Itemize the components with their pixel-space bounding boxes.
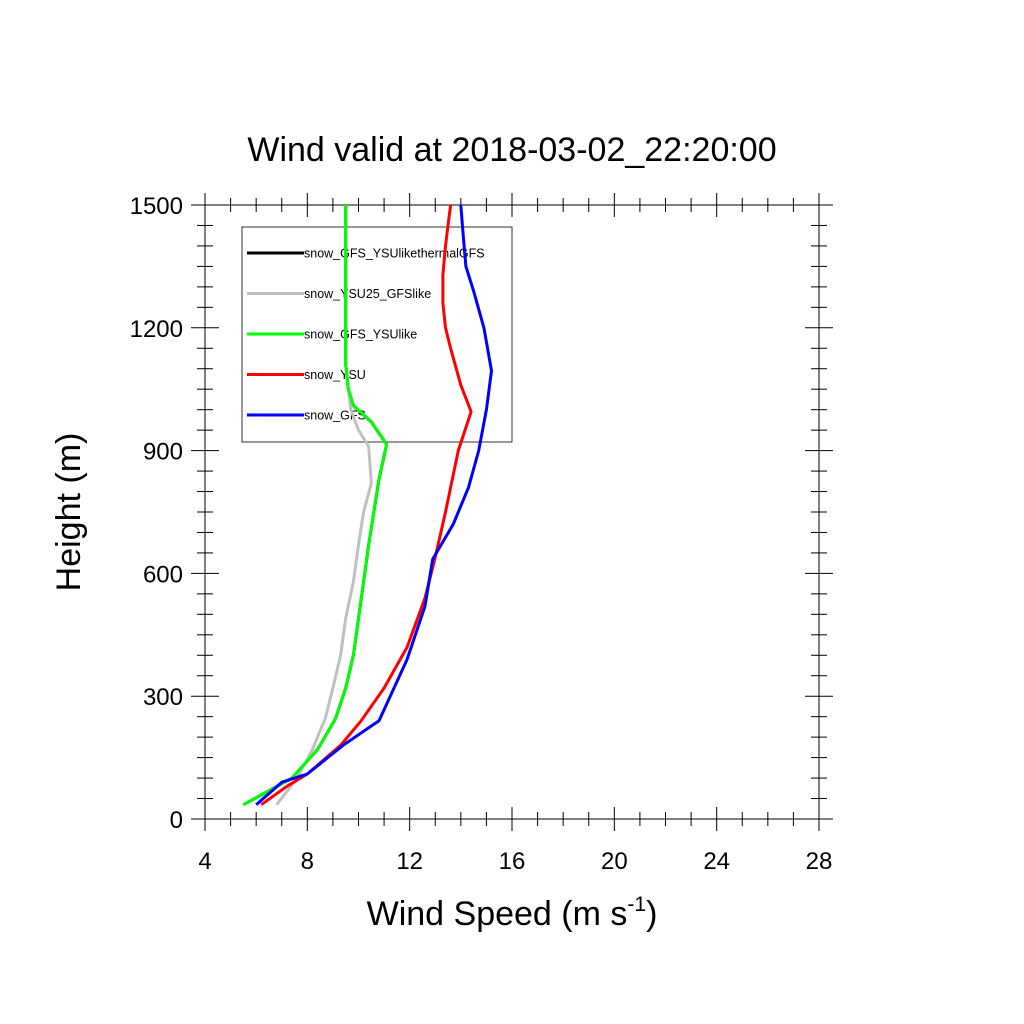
series-line-3 (242, 205, 389, 807)
x-tick-label: 16 (499, 848, 526, 875)
y-tick-label: 1500 (130, 193, 183, 220)
tick-labels: 4 8 12 16 20 24 28 0 300 600 900 1200 1500 (130, 193, 833, 875)
y-tick-label: 600 (143, 561, 183, 588)
legend-label: snow_GFS_YSUlikethermalGFS (304, 247, 485, 261)
legend-label: snow_YSU (304, 368, 366, 382)
chart-title: Wind valid at 2018-03-02_22:20:00 (247, 131, 776, 169)
plot-frame (204, 204, 820, 820)
x-tick-label: 12 (396, 848, 423, 875)
x-axis-label: Wind Speed (m s-1) (367, 893, 658, 933)
y-tick-label: 300 (143, 684, 183, 711)
legend-label: snow_GFS (304, 409, 366, 423)
y-axis-label: Height (m) (50, 433, 88, 592)
y-tick-label: 1200 (130, 316, 183, 343)
legend-label: snow_GFS_YSUlike (304, 328, 417, 342)
y-axis-label-text: Height (m) (50, 433, 88, 592)
x-axis-label-end: ) (646, 895, 657, 933)
x-tick-label: 28 (806, 848, 833, 875)
x-tick-label: 24 (703, 848, 730, 875)
y-tick-label: 0 (170, 807, 183, 834)
x-tick-label: 8 (301, 848, 314, 875)
series-line-4 (260, 204, 473, 806)
x-tick-label: 20 (601, 848, 628, 875)
series-lines (242, 204, 493, 807)
x-axis-label-sup: -1 (627, 893, 646, 916)
y-tick-label: 900 (143, 439, 183, 466)
series-line-5 (255, 204, 493, 806)
legend-label: snow_YSU25_GFSlike (304, 287, 431, 301)
x-axis-label-text: Wind Speed (m s (367, 895, 628, 933)
x-tick-label: 4 (198, 848, 211, 875)
